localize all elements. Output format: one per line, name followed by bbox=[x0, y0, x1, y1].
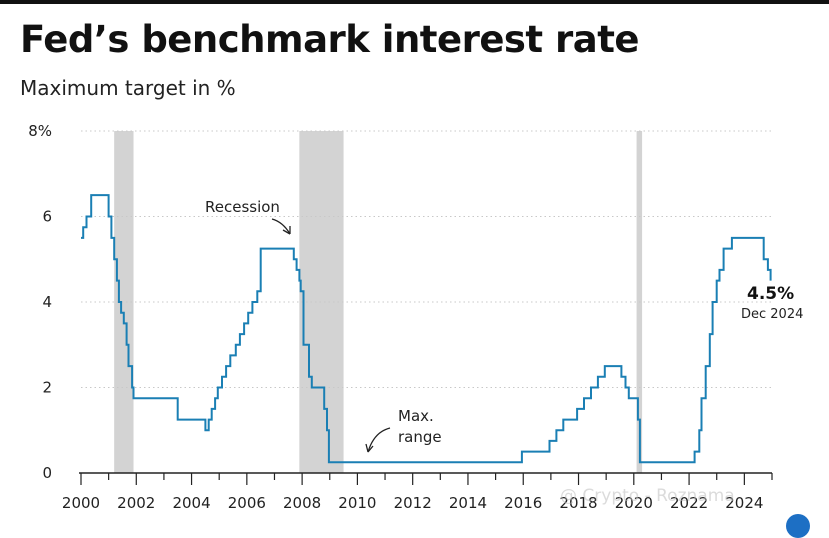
x-tick-label: 2016 bbox=[504, 494, 542, 512]
x-tick-label: 2022 bbox=[670, 494, 708, 512]
x-tick-label: 2024 bbox=[725, 494, 763, 512]
rate-chart: 0 2 4 6 8% 2000 2002 2004 2006 2008 2010 2012 2014 20… bbox=[28, 122, 803, 512]
recession-arrowhead bbox=[282, 226, 291, 235]
chart-title: Fed’s benchmark interest rate bbox=[20, 18, 640, 61]
top-rule bbox=[0, 0, 829, 4]
x-tick-label: 2008 bbox=[283, 494, 321, 512]
x-tick-label: 2000 bbox=[62, 494, 100, 512]
x-tick-label: 2020 bbox=[615, 494, 653, 512]
max-range-arrowhead bbox=[365, 443, 374, 453]
y-tick-label: 4 bbox=[42, 293, 52, 311]
x-tick-label: 2002 bbox=[117, 494, 155, 512]
recession-band bbox=[114, 131, 134, 473]
watermark: @ Crypto - Roznama bbox=[560, 486, 735, 506]
series-layer bbox=[81, 194, 772, 464]
max-range-annotation-arrow bbox=[367, 427, 391, 453]
x-tick-label: 2004 bbox=[172, 494, 210, 512]
last-date-label: Dec 2024 bbox=[741, 307, 803, 322]
max-range-annotation-line2: range bbox=[398, 428, 442, 446]
x-tick-label: 2010 bbox=[338, 494, 376, 512]
x-tick-label: 2012 bbox=[394, 494, 432, 512]
y-tick-label: 0 bbox=[42, 464, 52, 482]
x-tick-label: 2006 bbox=[228, 494, 266, 512]
y-tick-label: 2 bbox=[42, 379, 52, 397]
last-value-label: 4.5% bbox=[747, 284, 794, 304]
watermark-badge bbox=[786, 514, 810, 538]
axes: 0 2 4 6 8% 2000 2002 2004 2006 2008 2010 2012 2014 20… bbox=[28, 122, 773, 512]
recession-annotation-arrow bbox=[271, 218, 291, 235]
rate-series-line bbox=[81, 194, 772, 464]
chart-subtitle: Maximum target in % bbox=[20, 76, 236, 100]
y-tick-label: 6 bbox=[42, 208, 52, 226]
x-tick-label: 2014 bbox=[449, 494, 487, 512]
recession-annotation: Recession bbox=[205, 198, 280, 216]
annotations: Recession Max. range 4.5% Dec 2024 bbox=[205, 198, 803, 453]
x-tick-label: 2018 bbox=[559, 494, 597, 512]
gridlines bbox=[81, 130, 772, 388]
recession-band bbox=[299, 131, 344, 473]
max-range-annotation-line1: Max. bbox=[398, 407, 434, 425]
y-tick-label: 8% bbox=[28, 122, 52, 140]
